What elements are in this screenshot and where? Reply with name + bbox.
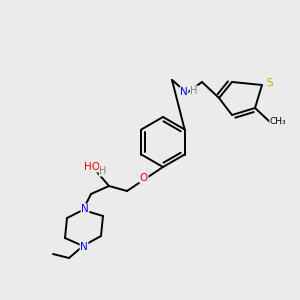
Text: N: N	[80, 242, 88, 252]
Text: S: S	[267, 78, 273, 88]
Text: H: H	[99, 166, 107, 176]
Text: N: N	[81, 204, 89, 214]
Text: CH₃: CH₃	[270, 118, 286, 127]
Text: HO: HO	[84, 162, 100, 172]
Text: H: H	[190, 86, 198, 96]
Text: N: N	[180, 87, 188, 97]
Text: O: O	[140, 173, 148, 183]
